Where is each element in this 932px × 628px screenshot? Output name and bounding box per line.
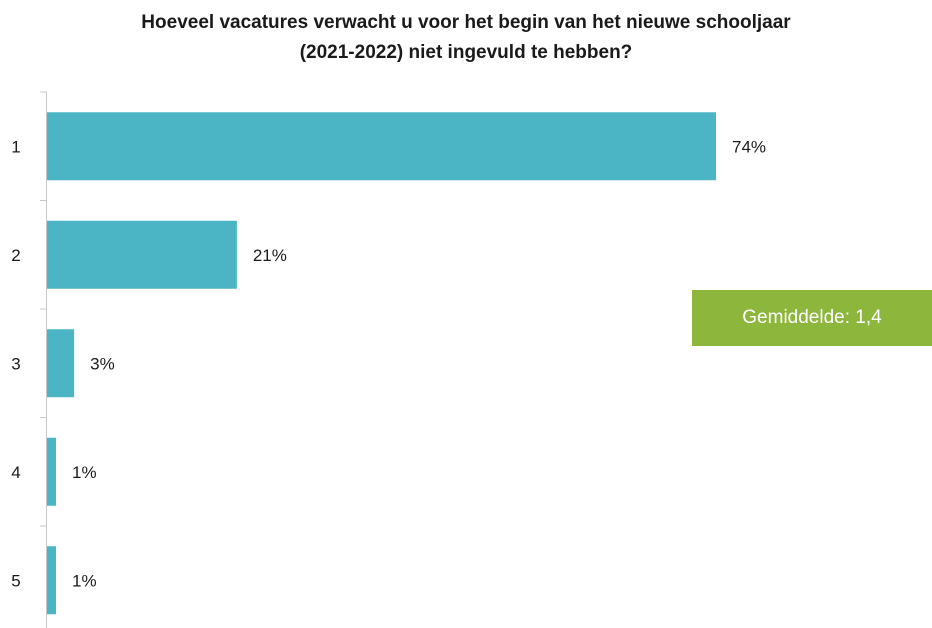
y-tick-label: 3 [11, 354, 20, 373]
bar-4 [47, 437, 57, 506]
data-label: 3% [90, 354, 115, 373]
bar-5 [47, 546, 57, 615]
bar-1 [47, 112, 716, 181]
average-badge: Gemiddelde: 1,4 [692, 290, 932, 346]
data-label: 1% [72, 463, 97, 482]
y-tick-label: 2 [11, 246, 20, 265]
data-label: 74% [732, 137, 766, 156]
data-label: 1% [72, 571, 97, 590]
chart-title-line-1: Hoeveel vacatures verwacht u voor het be… [141, 12, 791, 33]
bar-2 [47, 220, 237, 289]
chart-title: Hoeveel vacatures verwacht u voor het be… [0, 8, 932, 68]
y-tick-label: 4 [11, 463, 20, 482]
y-tick-label: 1 [11, 137, 20, 156]
data-label: 21% [253, 246, 287, 265]
chart-title-line-2: (2021-2022) niet ingevuld te hebben? [299, 42, 633, 63]
y-tick-label: 5 [11, 571, 20, 590]
bar-3 [47, 329, 75, 398]
